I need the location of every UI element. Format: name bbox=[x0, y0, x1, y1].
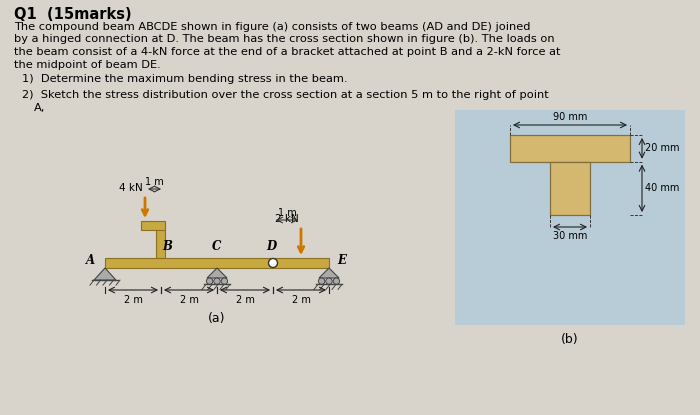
Text: 4 kN: 4 kN bbox=[119, 183, 143, 193]
Polygon shape bbox=[94, 268, 116, 280]
Text: 2 m: 2 m bbox=[236, 295, 254, 305]
Polygon shape bbox=[319, 268, 339, 278]
Text: C: C bbox=[212, 240, 222, 253]
Bar bbox=[510, 135, 630, 162]
Circle shape bbox=[326, 278, 332, 284]
Text: (a): (a) bbox=[209, 312, 225, 325]
Text: A,: A, bbox=[34, 103, 46, 113]
Text: 2)  Sketch the stress distribution over the cross section at a section 5 m to th: 2) Sketch the stress distribution over t… bbox=[22, 90, 549, 100]
Text: 2 kN: 2 kN bbox=[275, 214, 299, 224]
Bar bbox=[455, 110, 685, 325]
Polygon shape bbox=[207, 268, 227, 278]
Circle shape bbox=[206, 278, 213, 284]
Circle shape bbox=[318, 278, 325, 284]
Circle shape bbox=[333, 278, 340, 284]
Bar bbox=[550, 162, 590, 215]
Text: 30 mm: 30 mm bbox=[553, 231, 587, 241]
Text: E: E bbox=[337, 254, 346, 268]
Text: The compound beam ABCDE shown in figure (a) consists of two beams (AD and DE) jo: The compound beam ABCDE shown in figure … bbox=[14, 22, 531, 32]
Text: Q1  (15marks): Q1 (15marks) bbox=[14, 7, 132, 22]
Text: 40 mm: 40 mm bbox=[645, 183, 680, 193]
Text: 1 m: 1 m bbox=[145, 177, 164, 187]
Text: 1)  Determine the maximum bending stress in the beam.: 1) Determine the maximum bending stress … bbox=[22, 74, 347, 84]
Bar bbox=[141, 221, 165, 230]
Text: 2 m: 2 m bbox=[292, 295, 310, 305]
Bar bbox=[105, 258, 329, 268]
Circle shape bbox=[214, 278, 220, 284]
Text: 2 m: 2 m bbox=[124, 295, 142, 305]
Text: B: B bbox=[162, 240, 172, 253]
Text: the midpoint of beam DE.: the midpoint of beam DE. bbox=[14, 59, 161, 69]
Text: D: D bbox=[266, 240, 276, 253]
Text: 20 mm: 20 mm bbox=[645, 143, 680, 153]
Text: (b): (b) bbox=[561, 333, 579, 346]
Bar bbox=[156, 223, 165, 258]
Text: 1 m: 1 m bbox=[278, 208, 296, 218]
Text: the beam consist of a 4-kN force at the end of a bracket attached at point B and: the beam consist of a 4-kN force at the … bbox=[14, 47, 561, 57]
Circle shape bbox=[221, 278, 228, 284]
Text: A: A bbox=[86, 254, 95, 268]
Text: 2 m: 2 m bbox=[180, 295, 198, 305]
Text: by a hinged connection at D. The beam has the cross section shown in figure (b).: by a hinged connection at D. The beam ha… bbox=[14, 34, 554, 44]
Circle shape bbox=[269, 259, 277, 268]
Text: 90 mm: 90 mm bbox=[553, 112, 587, 122]
